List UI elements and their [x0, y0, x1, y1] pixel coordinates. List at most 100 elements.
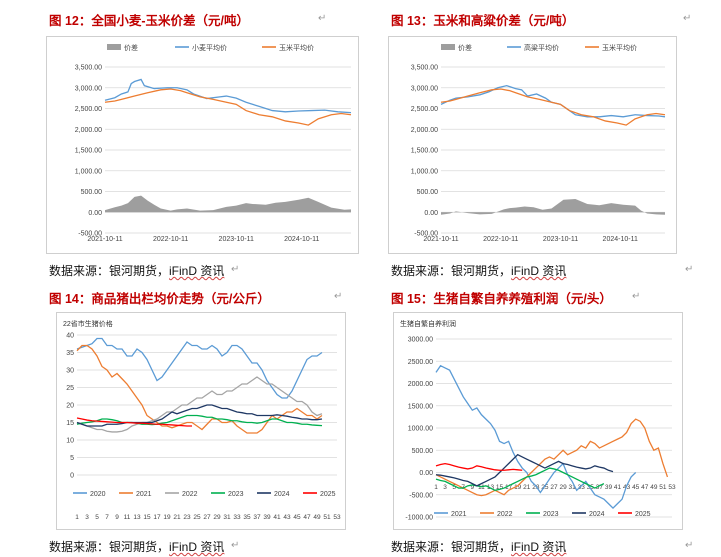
x-tick-label: 47	[641, 484, 649, 491]
legend-label: 2021	[136, 491, 152, 498]
y-tick-label: 1,000.00	[75, 168, 102, 175]
series-2025-line	[435, 462, 523, 471]
figure-14-label: 图 14：	[49, 292, 92, 306]
chart-15-panel: 生猪自繁自养利润 -1000.00 -500.00 0.00 500.00 1000.00…	[393, 312, 683, 530]
x-tick-label: 25	[193, 514, 201, 521]
series-2024-line	[435, 453, 614, 487]
legend-label: 2021	[451, 511, 467, 518]
x-tick-label: 49	[650, 484, 658, 491]
x-tick-label: 33	[233, 514, 241, 521]
return-mark: ↵	[632, 291, 641, 302]
y-tick-label: -500.00	[78, 231, 102, 238]
source-prefix: 数据来源：银河期货，	[391, 540, 512, 554]
x-tick-label: 2024-10-11	[603, 236, 638, 243]
x-tick-label: 29	[213, 514, 221, 521]
x-tick-label: 11	[124, 514, 131, 521]
series-2024-line	[76, 404, 323, 427]
figure-12-label: 图 12：	[49, 14, 92, 28]
x-tick-label: 7	[105, 514, 109, 521]
y-tick-label: 10	[66, 438, 74, 445]
legend-label: 2020	[90, 491, 106, 498]
x-tick-label: 31	[569, 484, 577, 491]
x-tick-label: 2023-10-11	[219, 236, 254, 243]
x-tick-label: 39	[605, 484, 613, 491]
series-玉米平均价-line	[440, 88, 666, 126]
legend-label: 价差	[124, 43, 138, 52]
legend-label: 2024	[589, 511, 605, 518]
series-2023-line	[435, 467, 605, 491]
y-tick-label: 500.00	[417, 189, 439, 196]
figure-14-title: 图 14：商品猪出栏均价走势（元/公斤）	[49, 288, 270, 307]
series-2023-line	[76, 414, 323, 427]
series-玉米平均价-line	[104, 88, 352, 126]
figure-12-title: 图 12：全国小麦-玉米价差（元/吨）	[49, 10, 249, 29]
chart-13-panel: -500.00 0.00 500.00 1,000.00 1,500.00 2,000.0…	[388, 36, 677, 254]
x-tick-label: 51	[659, 484, 667, 491]
series-小麦平均价-line	[104, 78, 352, 114]
x-tick-label: 35	[243, 514, 251, 521]
x-tick-label: 27	[203, 514, 211, 521]
y-tick-label: 0	[70, 473, 74, 480]
legend-label: 2022	[497, 511, 513, 518]
figure-15-title: 图 15：生猪自繁自养养殖利润（元/头）	[391, 288, 612, 307]
chart-15: 生猪自繁自养利润 -1000.00 -500.00 0.00 500.00 1000.00…	[400, 319, 676, 522]
figure-13-title: 图 13：玉米和高粱价差（元/吨）	[391, 10, 574, 29]
x-tick-label: 43	[283, 514, 291, 521]
chart-title: 生猪自繁自养利润	[400, 319, 456, 328]
source-brand: iFinD	[169, 264, 198, 278]
x-tick-label: 2022-10-11	[153, 236, 188, 243]
x-tick-label: 13	[133, 514, 141, 521]
return-mark: ↵	[318, 13, 327, 24]
series-2020-line	[76, 337, 323, 399]
y-tick-label: 3,500.00	[75, 65, 102, 72]
x-tick-label: 21	[173, 514, 181, 521]
y-tick-label: 0.00	[424, 210, 438, 217]
source-suffix: 资讯	[197, 264, 225, 278]
x-tick-label: 37	[253, 514, 261, 521]
y-tick-label: 35	[66, 350, 74, 357]
x-tick-label: 47	[303, 514, 311, 521]
chart-title: 22省市生猪价格	[63, 319, 113, 328]
chart-12: -500.00 0.00 500.00 1,000.00 1,500.00 2,000.0…	[75, 43, 352, 243]
figure-13-source: 数据来源：银河期货，iFinD 资讯	[391, 262, 566, 279]
x-tick-label: 15	[143, 514, 151, 521]
legend-swatch	[107, 44, 121, 50]
legend-label: 2025	[320, 491, 336, 498]
x-tick-label: 17	[153, 514, 161, 521]
x-tick-label: 31	[223, 514, 231, 521]
y-tick-label: 2,000.00	[75, 127, 102, 134]
x-tick-label: 17	[505, 484, 513, 491]
return-mark: ↵	[334, 291, 343, 302]
y-tick-label: 2,500.00	[411, 106, 438, 113]
x-tick-label: 2024-10-11	[284, 236, 319, 243]
x-tick-label: 19	[163, 514, 171, 521]
legend-label: 2023	[543, 511, 559, 518]
figure-12-source: 数据来源：银河期货，iFinD 资讯	[49, 262, 224, 279]
y-tick-label: 2,500.00	[75, 106, 102, 113]
legend-label: 玉米平均价	[279, 43, 314, 52]
x-tick-label: 37	[596, 484, 604, 491]
y-tick-label: 3000.00	[408, 337, 433, 344]
x-tick-label: 49	[313, 514, 321, 521]
source-prefix: 数据来源：银河期货，	[391, 264, 512, 278]
x-tick-label: 1	[75, 514, 79, 521]
source-suffix: 资讯	[539, 264, 567, 278]
figure-13-title-text: 玉米和高粱价差（元/吨）	[433, 14, 575, 28]
x-tick-label: 2021-10-11	[423, 236, 458, 243]
x-tick-label: 5	[452, 484, 456, 491]
chart-14-panel: 22省市生猪价格 0 5 10 15 20 25 30 35 40 1 3 5 7 9 11 13 15 17 19 2…	[56, 312, 346, 530]
y-tick-label: 1,000.00	[411, 168, 438, 175]
y-tick-label: 2500.00	[408, 359, 433, 366]
legend-label: 玉米平均价	[602, 43, 637, 52]
source-suffix: 资讯	[197, 540, 225, 554]
y-tick-label: -500.00	[409, 492, 433, 499]
series-价差-area	[441, 198, 665, 215]
series-2022-line	[435, 418, 669, 497]
source-brand: iFinD	[511, 264, 540, 278]
y-tick-label: 500.00	[81, 189, 103, 196]
y-tick-label: -1000.00	[405, 515, 433, 522]
series-价差-area	[105, 195, 351, 213]
series-2021-line	[76, 344, 323, 434]
x-tick-label: 9	[115, 514, 119, 521]
